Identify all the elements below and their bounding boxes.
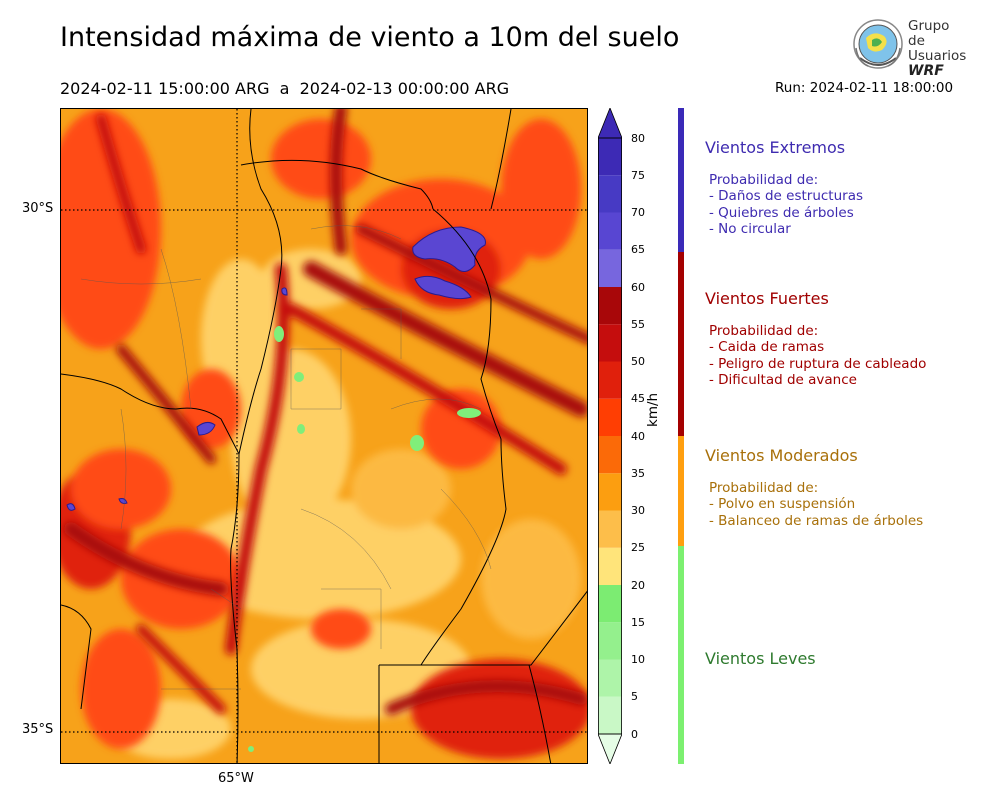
colorbar-high-extend — [598, 108, 622, 139]
category-bar-moderados — [678, 436, 684, 546]
category-desc-extremos: Probabilidad de: - Daños de estructuras … — [709, 172, 863, 237]
chart-title: Intensidad máxima de viento a 10m del su… — [60, 22, 680, 53]
wind-map — [60, 108, 588, 764]
colorbar-tick-label: 35 — [631, 466, 645, 480]
colorbar-low-extend — [598, 733, 622, 764]
category-title-extremos: Vientos Extremos — [705, 138, 846, 157]
lon-label-65w: 65°W — [218, 771, 254, 786]
wrf-logo: Grupo de Usuarios WRF — [850, 18, 970, 79]
colorbar-segment — [598, 510, 622, 548]
category-title-leves: Vientos Leves — [705, 649, 816, 668]
colorbar-tick-label: 65 — [631, 243, 645, 257]
colorbar-frame — [598, 137, 622, 735]
colorbar-tick-label: 30 — [631, 504, 645, 517]
colorbar-tick-label: 15 — [631, 615, 645, 629]
wind-field — [61, 109, 587, 763]
colorbar-tick-label: 60 — [631, 280, 645, 294]
colorbar-tick-label: 50 — [631, 355, 645, 368]
colorbar-segment — [598, 436, 622, 474]
colorbar-segment — [598, 324, 622, 362]
colorbar-tick-label: 20 — [631, 578, 645, 592]
colorbar-segment — [598, 398, 622, 436]
forecast-period: 2024-02-11 15:00:00 ARG a 2024-02-13 00:… — [60, 79, 510, 98]
logo-line3: WRF — [908, 63, 944, 79]
desc-line: - Peligro de ruptura de cableado — [709, 355, 927, 372]
lat-label-30s: 30°S — [22, 201, 54, 216]
colorbar-segment — [598, 659, 622, 697]
desc-line: - Daños de estructuras — [709, 188, 864, 205]
lat-label-35s: 35°S — [22, 722, 54, 737]
colorbar-tick-label: 25 — [631, 541, 645, 555]
colorbar-tick-label: 75 — [631, 168, 645, 182]
category-title-fuertes: Vientos Fuertes — [705, 289, 829, 308]
colorbar-segment — [598, 696, 622, 734]
colorbar-tick-label: 0 — [631, 727, 638, 741]
colorbar-segment — [598, 175, 622, 213]
category-bar-leves — [678, 546, 684, 764]
desc-line: - Quiebres de árboles — [709, 204, 854, 221]
colorbar — [598, 108, 622, 764]
colorbar-tick-label: 5 — [631, 690, 638, 704]
colorbar-unit: km/h — [645, 392, 661, 427]
colorbar-segment — [598, 212, 622, 250]
colorbar-segment — [598, 547, 622, 585]
logo-line1: Grupo de — [908, 18, 950, 49]
colorbar-tick-label: 10 — [631, 653, 645, 666]
globe-logo-icon — [853, 19, 903, 69]
logo-line2: Usuarios — [908, 48, 967, 64]
colorbar-segment — [598, 585, 622, 623]
desc-line: - Polvo en suspensión — [709, 496, 856, 513]
colorbar-tick-label: 80 — [631, 131, 645, 145]
desc-line: Probabilidad de: — [709, 172, 819, 188]
desc-line: Probabilidad de: — [709, 323, 819, 339]
colorbar-segment — [598, 361, 622, 399]
colorbar-segment — [598, 287, 622, 325]
desc-line: - Balanceo de ramas de árboles — [709, 512, 924, 529]
desc-line: Probabilidad de: — [709, 480, 819, 496]
category-desc-fuertes: Probabilidad de: - Caida de ramas - Peli… — [709, 323, 926, 388]
category-bar-extremos — [678, 108, 684, 252]
colorbar-segment — [598, 473, 622, 511]
desc-line: - No circular — [709, 220, 791, 237]
category-bar-fuertes — [678, 252, 684, 436]
colorbar-tick-label: 40 — [631, 429, 645, 443]
run-time: Run: 2024-02-11 18:00:00 — [775, 80, 954, 96]
category-title-moderados: Vientos Moderados — [705, 446, 858, 465]
colorbar-segment — [598, 138, 622, 176]
colorbar-segment — [598, 249, 622, 287]
category-desc-moderados: Probabilidad de: - Polvo en suspensión -… — [709, 480, 923, 529]
desc-line: - Dificultad de avance — [709, 371, 857, 388]
logo-text: Grupo de Usuarios WRF — [908, 19, 970, 79]
colorbar-tick-label: 45 — [631, 392, 645, 406]
colorbar-segment — [598, 622, 622, 660]
desc-line: - Caida de ramas — [709, 339, 825, 356]
colorbar-tick-label: 55 — [631, 317, 645, 331]
colorbar-tick-label: 70 — [631, 206, 645, 219]
